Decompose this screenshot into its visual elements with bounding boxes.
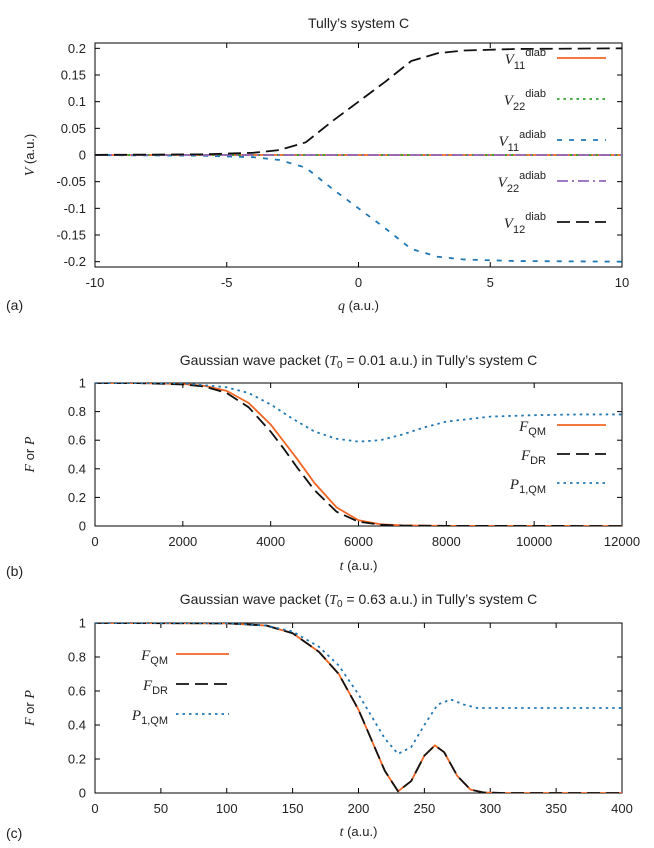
legend-label: V11diab (505, 47, 546, 72)
y-tick-label: 1 (79, 616, 86, 631)
y-tick-label: -0.05 (56, 174, 86, 189)
series-line-2 (95, 383, 622, 526)
y-tick-label: 0.6 (68, 684, 86, 699)
x-tick-label: 200 (348, 801, 370, 816)
y-tick-label: 0.2 (68, 752, 86, 767)
y-tick-label: 0.8 (68, 404, 86, 419)
x-tick-label: 0 (91, 801, 98, 816)
chart-panel-1: Tully’s system C -10 -5 0 5 10 0.2 0.15 0.1 0.05 0… (6, 15, 629, 314)
panel-label: (a) (6, 297, 23, 313)
y-tick-label: 0.6 (68, 433, 86, 448)
x-tick-label: -5 (221, 275, 233, 290)
chart-panel-2: Gaussian wave packet (T0 = 0.01 a.u.) in… (6, 352, 640, 579)
x-tick-label: 0 (91, 534, 98, 549)
x-tick-label: 0 (355, 275, 362, 290)
series-line-5 (95, 47, 622, 156)
x-tick-label: 150 (282, 801, 304, 816)
chart-title: Gaussian wave packet (T0 = 0.01 a.u.) in… (180, 352, 537, 371)
legend-label: FDR (142, 678, 168, 697)
legend-label: FDR (520, 448, 546, 467)
legend-label: P1,QM (509, 477, 546, 496)
x-axis-label: t (a.u.) (340, 558, 378, 574)
panel-label: (b) (6, 563, 23, 579)
y-axis-label: F or P (22, 436, 38, 473)
legend-label: V12diab (504, 211, 546, 236)
y-tick-label: 0.8 (68, 650, 86, 665)
legend-label: FQM (140, 648, 168, 667)
chart-panel-3: Gaussian wave packet (T0 = 0.63 a.u.) in… (6, 591, 633, 841)
chart-title: Gaussian wave packet (T0 = 0.63 a.u.) in… (180, 591, 537, 610)
legend-label: V22diab (504, 88, 546, 113)
x-tick-label: 8000 (432, 534, 461, 549)
x-tick-label: 12000 (604, 534, 640, 549)
x-tick-label: 400 (611, 801, 633, 816)
y-tick-label: -0.15 (56, 228, 86, 243)
series-line-3 (95, 623, 622, 755)
x-tick-label: 10000 (516, 534, 552, 549)
y-axis-label: F or P (22, 690, 38, 727)
legend-label: P1,QM (131, 708, 168, 727)
legend-label: V22adiab (498, 170, 546, 195)
x-tick-label: 5 (487, 275, 494, 290)
y-tick-label: 0 (79, 786, 86, 801)
x-tick-label: 50 (154, 801, 168, 816)
y-tick-label: 0.4 (68, 461, 86, 476)
y-tick-label: 0.1 (68, 94, 86, 109)
y-tick-label: 0.2 (68, 490, 86, 505)
legend-label: FQM (518, 419, 546, 438)
series-line-2 (95, 623, 622, 793)
y-tick-label: 0 (79, 519, 86, 534)
y-tick-label: 0.4 (68, 718, 86, 733)
y-tick-label: -0.2 (64, 254, 86, 269)
chart-title: Tully’s system C (308, 15, 409, 31)
series-group (95, 623, 622, 793)
y-tick-label: 0.15 (61, 68, 86, 83)
y-tick-label: 0.05 (61, 121, 86, 136)
y-tick-label: -0.1 (64, 201, 86, 216)
x-tick-label: 10 (615, 275, 629, 290)
x-tick-label: 300 (479, 801, 501, 816)
x-tick-label: 250 (414, 801, 436, 816)
x-tick-label: -10 (86, 275, 105, 290)
legend-label: V11adiab (498, 129, 546, 154)
y-tick-label: 0 (79, 148, 86, 163)
x-tick-label: 100 (216, 801, 238, 816)
series-group (95, 47, 622, 263)
x-tick-label: 350 (545, 801, 567, 816)
series-group (95, 383, 622, 526)
x-axis-label: t (a.u.) (340, 824, 378, 840)
x-tick-label: 6000 (344, 534, 373, 549)
y-tick-label: 1 (79, 376, 86, 391)
x-axis-label: q (a.u.) (338, 298, 379, 314)
panel-label: (c) (6, 825, 22, 841)
series-line-3 (95, 154, 622, 263)
y-tick-label: 0.2 (68, 41, 86, 56)
y-axis-label: V (a.u.) (22, 134, 38, 177)
x-tick-label: 4000 (256, 534, 285, 549)
x-tick-label: 2000 (168, 534, 197, 549)
